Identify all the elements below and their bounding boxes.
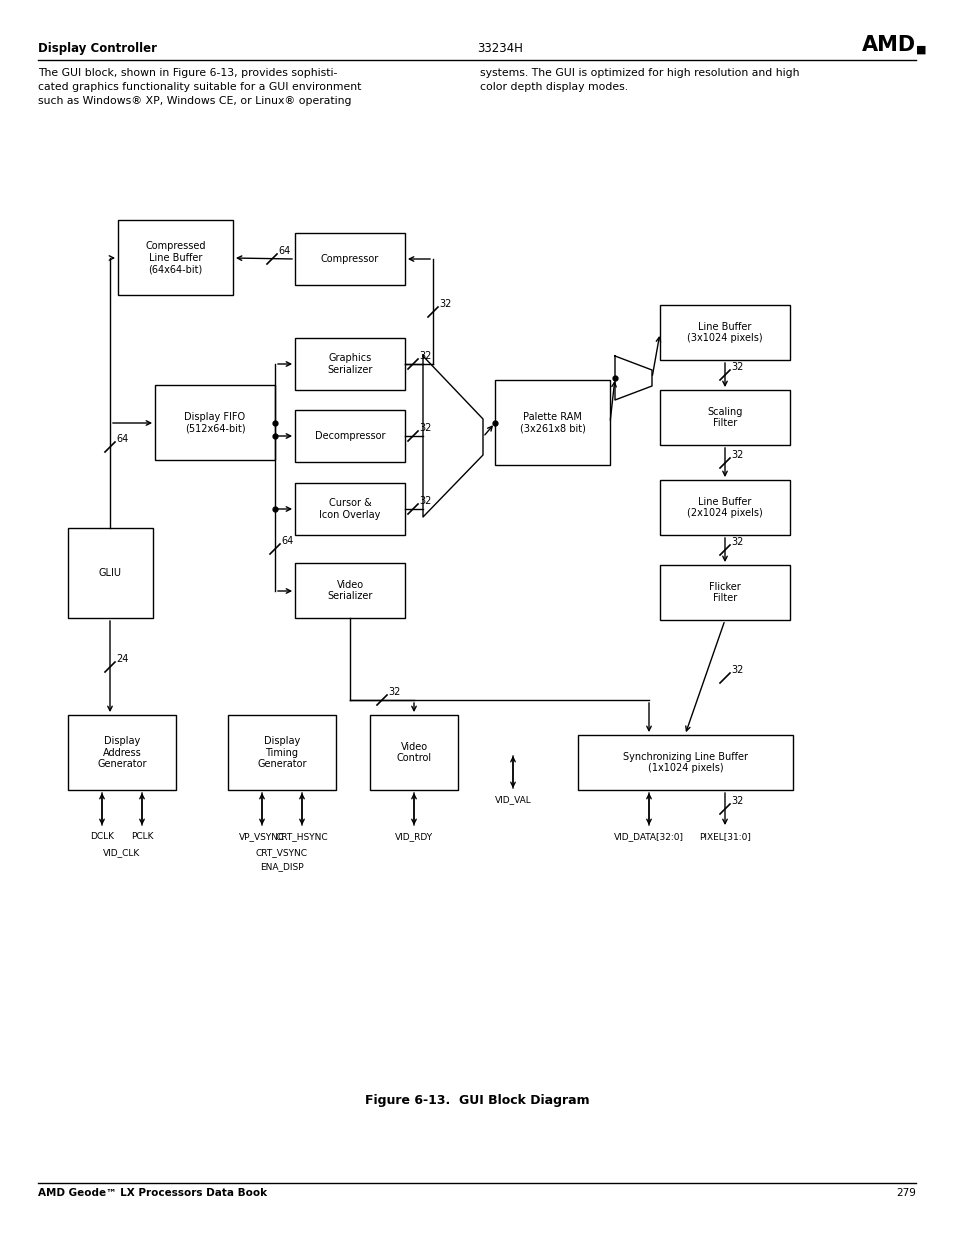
Text: Decompressor: Decompressor (314, 431, 385, 441)
Bar (294, 563, 405, 618)
Bar (659, 390, 789, 445)
Text: Palette RAM
(3x261x8 bit): Palette RAM (3x261x8 bit) (519, 411, 585, 433)
Text: CRT_HSYNC: CRT_HSYNC (275, 832, 328, 841)
Text: 32: 32 (730, 537, 742, 547)
Text: VID_DATA[32:0]: VID_DATA[32:0] (614, 832, 683, 841)
Bar (495, 380, 609, 466)
Text: 279: 279 (895, 1188, 915, 1198)
Text: Video
Control: Video Control (396, 742, 431, 763)
Text: The GUI block, shown in Figure 6-13, provides sophisti-
cated graphics functiona: The GUI block, shown in Figure 6-13, pro… (38, 68, 361, 106)
Text: 32: 32 (730, 664, 742, 676)
Text: VID_CLK: VID_CLK (103, 848, 140, 857)
Text: 64: 64 (277, 246, 290, 256)
Text: VID_VAL: VID_VAL (494, 795, 531, 804)
Text: 32: 32 (730, 450, 742, 459)
Text: Display
Timing
Generator: Display Timing Generator (257, 736, 307, 769)
Bar (228, 715, 335, 790)
Text: 32: 32 (418, 424, 431, 433)
Text: 64: 64 (281, 536, 293, 546)
Text: Compressor: Compressor (320, 254, 378, 264)
Bar (659, 480, 789, 535)
Text: GLIU: GLIU (99, 568, 122, 578)
Bar (578, 735, 792, 790)
Bar (68, 529, 152, 618)
Text: 32: 32 (730, 797, 742, 806)
Bar (294, 483, 405, 535)
Text: Scaling
Filter: Scaling Filter (706, 406, 741, 429)
Bar (659, 305, 789, 359)
Text: Compressed
Line Buffer
(64x64-bit): Compressed Line Buffer (64x64-bit) (145, 241, 206, 274)
Text: 32: 32 (388, 687, 400, 697)
Bar (154, 385, 274, 459)
Text: Display Controller: Display Controller (38, 42, 157, 56)
Text: VID_RDY: VID_RDY (395, 832, 433, 841)
Text: 32: 32 (438, 299, 451, 309)
Text: VP_VSYNC: VP_VSYNC (238, 832, 285, 841)
Text: Figure 6-13.  GUI Block Diagram: Figure 6-13. GUI Block Diagram (364, 1094, 589, 1107)
Text: Line Buffer
(3x1024 pixels): Line Buffer (3x1024 pixels) (686, 321, 762, 343)
Bar (118, 220, 233, 295)
Text: Line Buffer
(2x1024 pixels): Line Buffer (2x1024 pixels) (686, 496, 762, 519)
Text: 32: 32 (418, 351, 431, 361)
Text: Cursor &
Icon Overlay: Cursor & Icon Overlay (319, 498, 380, 520)
Bar (68, 715, 175, 790)
Text: CRT_VSYNC: CRT_VSYNC (255, 848, 308, 857)
Text: Flicker
Filter: Flicker Filter (708, 582, 740, 604)
Bar (370, 715, 457, 790)
Text: AMD: AMD (861, 35, 915, 56)
Text: Display
Address
Generator: Display Address Generator (97, 736, 147, 769)
Text: AMD Geode™ LX Processors Data Book: AMD Geode™ LX Processors Data Book (38, 1188, 267, 1198)
Bar (659, 564, 789, 620)
Text: systems. The GUI is optimized for high resolution and high
color depth display m: systems. The GUI is optimized for high r… (479, 68, 799, 91)
Bar (294, 410, 405, 462)
Bar (294, 338, 405, 390)
Text: PCLK: PCLK (131, 832, 153, 841)
Text: 24: 24 (116, 655, 129, 664)
Text: Display FIFO
(512x64-bit): Display FIFO (512x64-bit) (184, 411, 245, 433)
Text: 32: 32 (418, 496, 431, 506)
Text: Synchronizing Line Buffer
(1x1024 pixels): Synchronizing Line Buffer (1x1024 pixels… (622, 752, 747, 773)
Text: ■: ■ (915, 44, 925, 56)
Text: Graphics
Serializer: Graphics Serializer (327, 353, 373, 374)
Text: 64: 64 (116, 433, 128, 445)
Text: ENA_DISP: ENA_DISP (260, 862, 303, 871)
Text: PIXEL[31:0]: PIXEL[31:0] (699, 832, 750, 841)
Text: 32: 32 (730, 362, 742, 372)
Bar (294, 233, 405, 285)
Text: Video
Serializer: Video Serializer (327, 579, 373, 601)
Text: DCLK: DCLK (90, 832, 113, 841)
Text: 33234H: 33234H (476, 42, 522, 56)
